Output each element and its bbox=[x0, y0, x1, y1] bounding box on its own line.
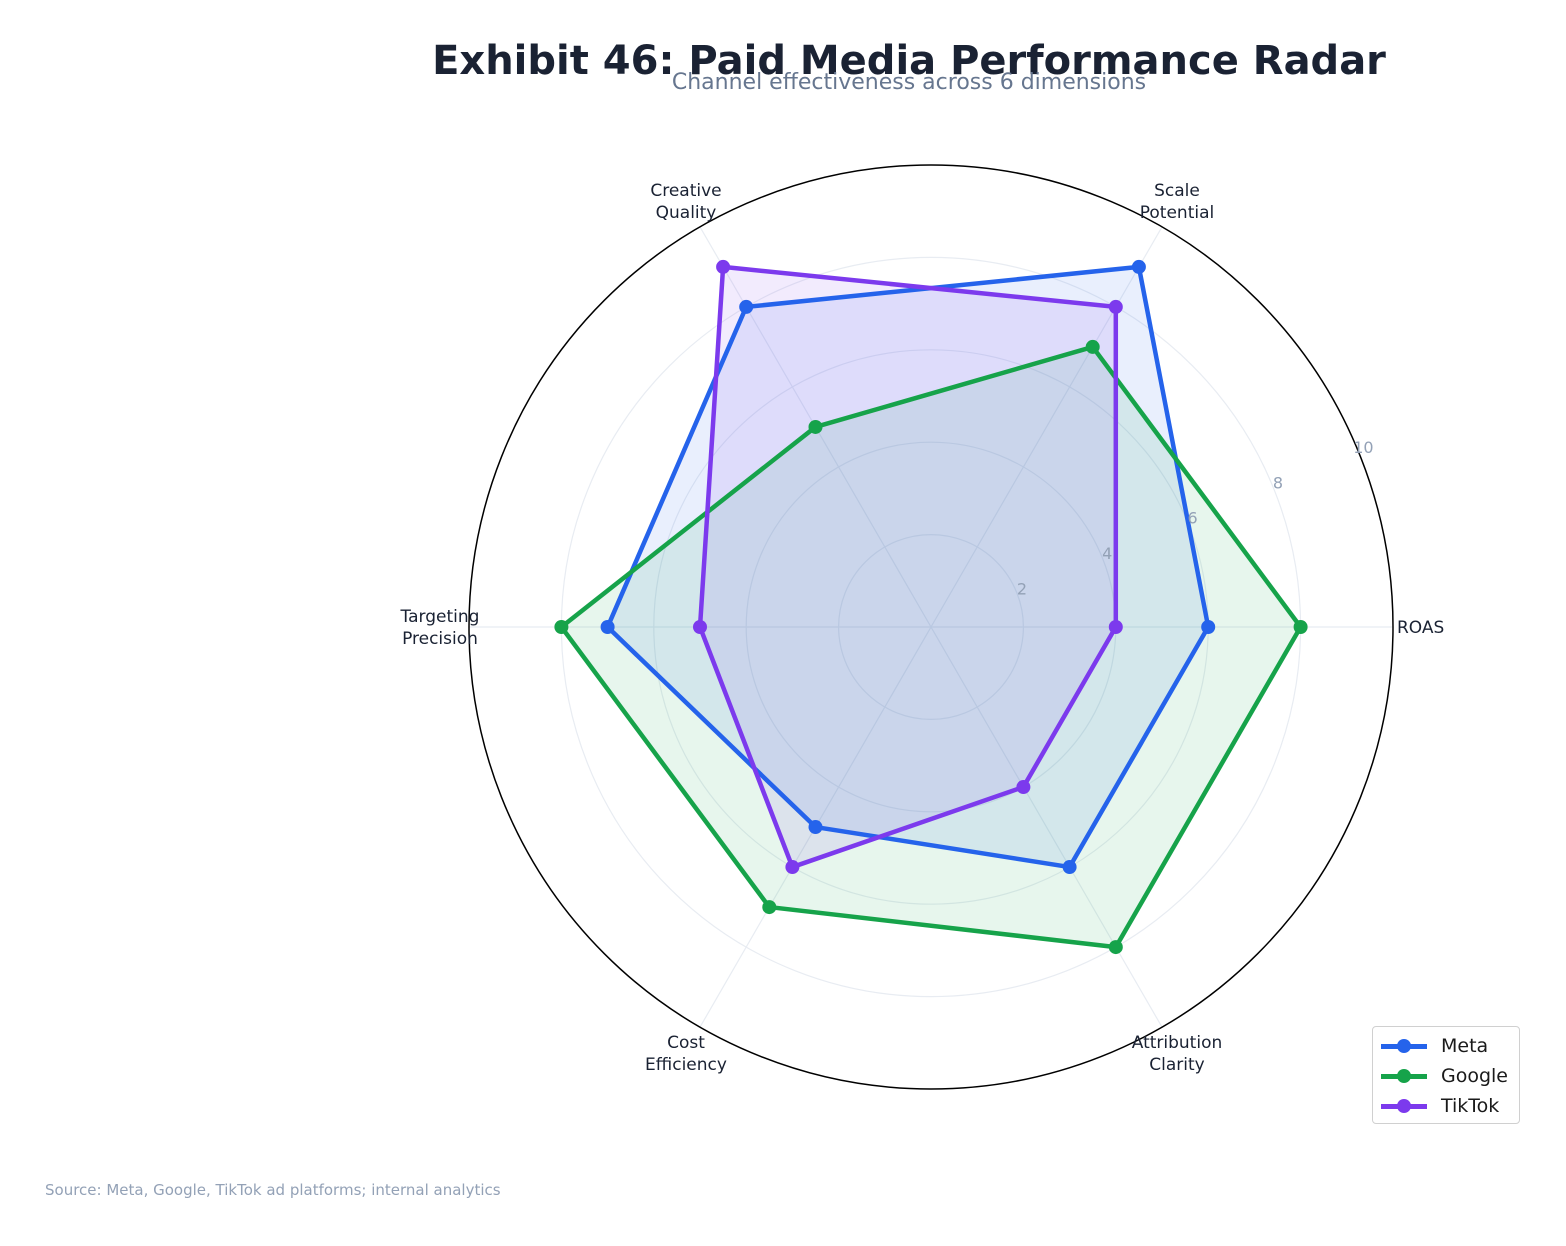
data-point bbox=[693, 620, 707, 634]
axis-label: Attribution Clarity bbox=[1132, 1033, 1223, 1075]
axis-label: ROAS bbox=[1397, 618, 1444, 638]
legend-item-google: Google bbox=[1381, 1061, 1519, 1091]
data-point bbox=[600, 620, 615, 634]
radial-tick-label: 4 bbox=[1102, 544, 1112, 563]
data-point bbox=[808, 820, 823, 835]
data-point bbox=[1293, 620, 1308, 634]
axis-label: Scale Potential bbox=[1140, 181, 1214, 223]
data-point bbox=[1108, 299, 1123, 314]
data-point bbox=[1201, 620, 1216, 634]
data-point bbox=[1108, 620, 1123, 634]
data-point bbox=[1062, 860, 1077, 875]
axis-label: Creative Quality bbox=[650, 181, 721, 223]
legend-marker-icon bbox=[1381, 1039, 1427, 1053]
data-point bbox=[554, 620, 569, 634]
chart-title: Exhibit 46: Paid Media Performance Radar bbox=[432, 38, 1386, 84]
radial-tick-label: 10 bbox=[1353, 438, 1373, 457]
legend-label: TikTok bbox=[1441, 1095, 1500, 1117]
radial-tick-label: 6 bbox=[1188, 509, 1198, 528]
data-point bbox=[1131, 259, 1146, 274]
legend-item-tiktok: TikTok bbox=[1381, 1091, 1519, 1121]
radial-tick-label: 2 bbox=[1017, 579, 1027, 598]
data-point bbox=[1108, 940, 1123, 955]
data-point bbox=[1085, 339, 1100, 354]
data-point bbox=[1016, 780, 1031, 795]
radial-tick-label: 8 bbox=[1273, 473, 1283, 492]
axis-label: Cost Efficiency bbox=[645, 1033, 727, 1075]
radar-series bbox=[554, 259, 1308, 955]
axis-label: Targeting Precision bbox=[400, 607, 480, 649]
legend-marker-icon bbox=[1381, 1069, 1427, 1083]
source-note: Source: Meta, Google, TikTok ad platform… bbox=[45, 1181, 501, 1199]
data-point bbox=[739, 299, 754, 314]
data-point bbox=[808, 419, 823, 434]
axis-labels: 2 4 6 8 10 ROAS Scale Potential Creative Quality T… bbox=[400, 181, 1445, 1075]
legend: Meta Google TikTok bbox=[1372, 1026, 1520, 1124]
legend-label: Google bbox=[1441, 1065, 1509, 1087]
chart-subtitle: Channel effectiveness across 6 dimension… bbox=[671, 70, 1147, 95]
data-point bbox=[785, 860, 800, 875]
data-point bbox=[762, 900, 777, 915]
legend-item-meta: Meta bbox=[1381, 1031, 1519, 1061]
legend-label: Meta bbox=[1441, 1035, 1489, 1057]
data-point bbox=[716, 259, 731, 274]
legend-marker-icon bbox=[1381, 1099, 1427, 1113]
